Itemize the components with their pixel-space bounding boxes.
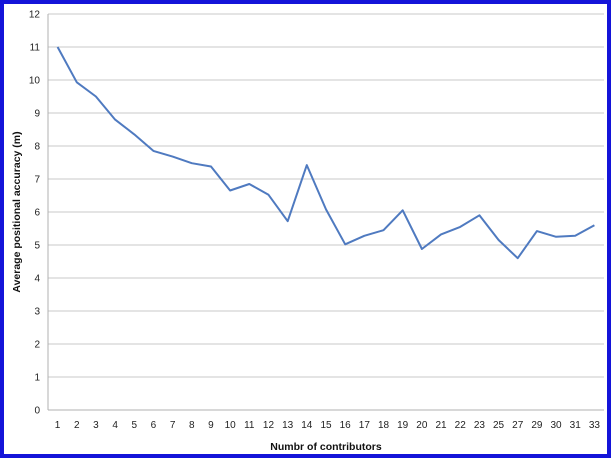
x-tick-label: 25 [493, 420, 505, 431]
x-tick-label: 27 [512, 420, 524, 431]
x-tick-label: 17 [359, 420, 371, 431]
series-line [56, 46, 595, 260]
y-tick-label: 6 [34, 208, 40, 219]
x-tick-label: 22 [455, 420, 467, 431]
x-tick-label: 20 [416, 420, 428, 431]
y-tick-label: 2 [34, 340, 40, 351]
x-tick-label: 14 [301, 420, 313, 431]
x-tick-label: 30 [551, 420, 563, 431]
y-tick-label: 0 [34, 406, 40, 417]
y-tick-label: 10 [29, 76, 41, 87]
x-tick-label: 21 [435, 420, 447, 431]
x-axis-title: Numbr of contributors [270, 441, 382, 453]
x-tick-label: 29 [531, 420, 543, 431]
x-tick-label: 23 [474, 420, 486, 431]
x-tick-label: 15 [320, 420, 332, 431]
x-tick-label: 2 [74, 420, 80, 431]
y-tick-label: 1 [34, 373, 40, 384]
gridlines [48, 13, 604, 378]
y-axis-title: Average positional accuracy (m) [11, 131, 23, 292]
x-tick-label: 4 [112, 420, 118, 431]
x-tick-label: 6 [151, 420, 157, 431]
y-tick-label: 4 [34, 274, 40, 285]
x-tick-label: 12 [263, 420, 275, 431]
x-tick-label: 8 [189, 420, 195, 431]
x-tick-label: 7 [170, 420, 176, 431]
y-tick-label: 12 [29, 10, 41, 21]
x-tick-label: 19 [397, 420, 409, 431]
series-layer [56, 46, 595, 260]
x-tick-label: 33 [589, 420, 601, 431]
x-tick-label: 16 [340, 420, 352, 431]
x-tick-labels: 1 2 3 4 5 6 7 8 9 10 11 12 13 14 15 16 17 18 19 20 21 22 23 25 2… [55, 420, 601, 431]
x-tick-label: 18 [378, 420, 390, 431]
y-tick-label: 7 [34, 175, 40, 186]
x-tick-label: 3 [93, 420, 99, 431]
y-tick-label: 5 [34, 241, 40, 252]
x-tick-label: 11 [244, 420, 255, 431]
y-tick-label: 8 [34, 142, 40, 153]
y-tick-label: 11 [30, 43, 41, 54]
x-tick-label: 1 [55, 420, 61, 431]
x-tick-label: 10 [225, 420, 237, 431]
x-tick-label: 9 [208, 420, 214, 431]
x-tick-label: 31 [570, 420, 582, 431]
y-tick-label: 3 [34, 307, 40, 318]
x-tick-label: 5 [131, 420, 137, 431]
x-tick-label: 13 [282, 420, 294, 431]
y-tick-label: 9 [34, 109, 40, 120]
